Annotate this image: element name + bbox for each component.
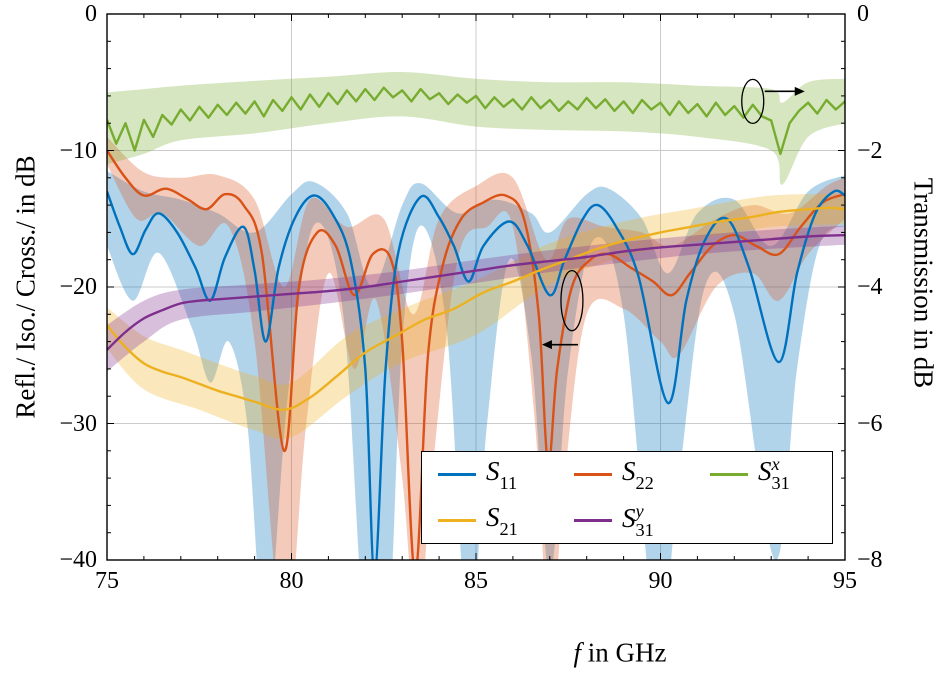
- legend-color-sample-S22: [574, 472, 612, 476]
- series-band-S31x: [107, 71, 845, 185]
- legend-item-label: S 11: [486, 455, 518, 493]
- axis-indicator-arrowhead-right: [794, 86, 805, 96]
- x-tick-label: 75: [95, 568, 119, 594]
- x-tick-label: 85: [464, 568, 488, 594]
- legend-item-label: S 21: [486, 502, 518, 540]
- legend-color-sample-S11: [438, 472, 476, 476]
- left-y-tick-label: −40: [59, 546, 97, 573]
- legend-item-S11: S 11: [438, 455, 574, 494]
- left-y-tick-label: −10: [59, 137, 97, 164]
- left-y-tick-label: −30: [59, 410, 97, 437]
- series-line-S22: [107, 149, 845, 560]
- legend-color-sample-S31x: [710, 472, 748, 476]
- left-y-tick-label: −20: [59, 273, 97, 300]
- axis-indicator-ellipse-right: [741, 78, 765, 125]
- legend-item-label: S 22: [622, 455, 654, 493]
- legend-item-S21: S 21: [438, 502, 574, 541]
- right-y-tick-label: −8: [857, 546, 883, 573]
- x-tick-label: 90: [648, 568, 673, 594]
- legend-color-sample-S21: [438, 519, 476, 523]
- right-y-tick-label: −4: [857, 273, 883, 300]
- series-line-S31y: [107, 233, 845, 351]
- series-line-S31x: [107, 86, 845, 156]
- right-axis-title: Transmission in dB: [908, 177, 939, 389]
- axis-indicator-arrowhead-left: [541, 340, 552, 350]
- series-line-S11: [107, 189, 845, 560]
- right-y-tick-label: 0: [857, 0, 869, 27]
- x-axis-title: f in GHz: [574, 638, 667, 669]
- x-tick-label: 80: [279, 568, 304, 594]
- series-band-S21: [107, 194, 845, 440]
- left-axis-title: Refl./ Iso./ Cross./ in dB: [10, 155, 41, 419]
- x-tick-label: 95: [833, 568, 857, 594]
- legend-item-S22: S 22: [574, 455, 710, 494]
- x-axis-variable: f: [573, 637, 582, 668]
- tick-marks: [106, 13, 846, 561]
- right-y-tick-label: −2: [857, 137, 883, 164]
- legend-color-sample-S31y: [574, 519, 612, 523]
- series-line-S21: [107, 206, 845, 412]
- x-axis-unit: in GHz: [581, 637, 667, 668]
- left-y-tick-label: 0: [85, 0, 97, 27]
- right-y-tick-label: −6: [857, 410, 883, 437]
- series-lines: [107, 86, 845, 560]
- axis-indicator-ellipse-left: [560, 269, 584, 332]
- series-band-S22: [107, 136, 845, 560]
